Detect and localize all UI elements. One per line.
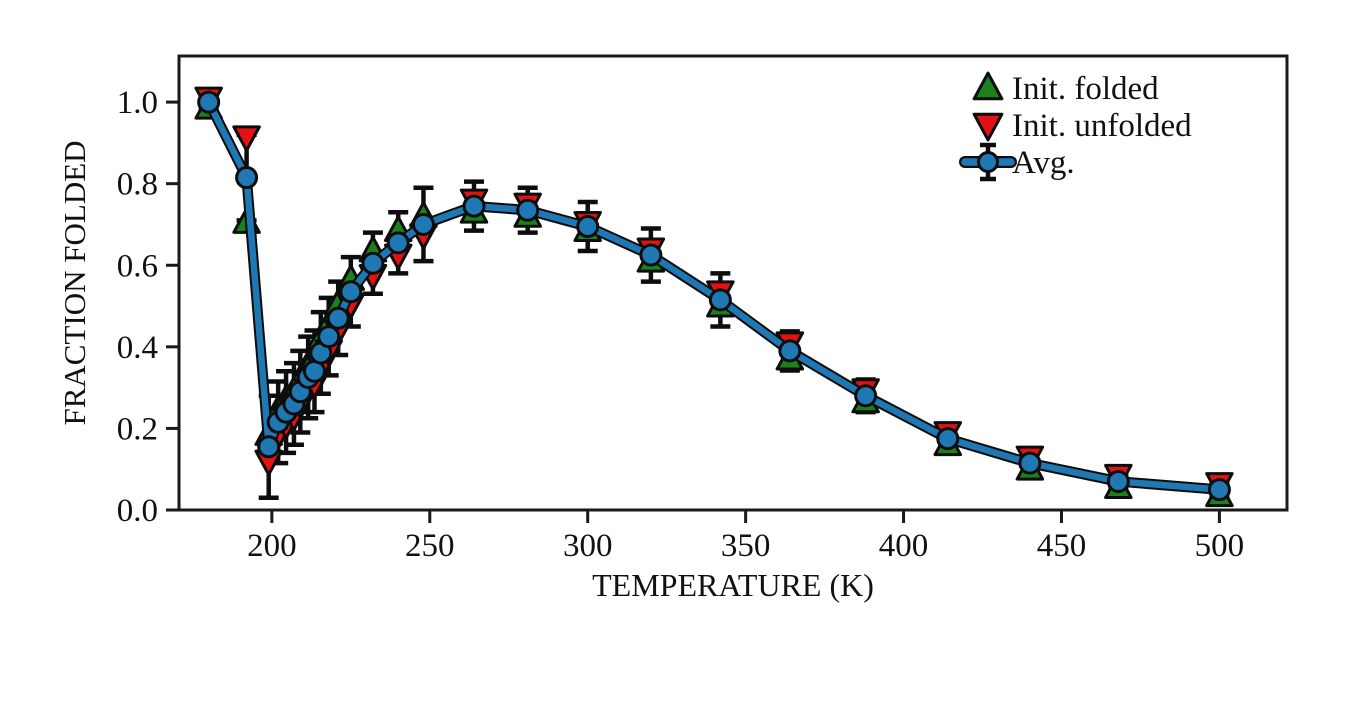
x-tick-label: 250 [405,528,455,564]
x-axis: 200 250 300 350 400 450 500 TEMPERATURE (K) [247,510,1244,603]
series-avg-markers [197,90,1231,502]
x-axis-title: TEMPERATURE (K) [592,567,874,603]
legend-item-init-unfolded: Init. unfolded [972,108,1192,144]
avg-point-marker [516,198,540,222]
y-tick-label: 0.4 [117,330,158,366]
avg-point-marker [1207,478,1231,502]
y-axis: 0.0 0.2 0.4 0.6 0.8 1.0 FRACTION FOLDED [57,85,179,529]
avg-point-marker [197,90,221,114]
y-tick-label: 0.8 [117,167,158,203]
avg-point-marker [1018,451,1042,475]
triangle-down-icon [972,112,1004,142]
y-axis-title: FRACTION FOLDED [57,140,92,425]
legend-item-init-folded: Init. folded [972,71,1159,107]
legend-label: Avg. [1012,145,1075,181]
avg-point-marker [778,339,802,363]
avg-point-marker [317,325,341,349]
avg-point-marker [386,231,410,255]
triangle-down-icon [232,125,261,152]
avg-point-marker [462,194,486,218]
y-tick-label: 0.0 [117,493,158,529]
avg-point-marker [576,215,600,239]
x-tick-label: 500 [1195,528,1245,564]
avg-point-marker [708,288,732,312]
x-tick-label: 400 [879,528,929,564]
avg-point-marker [1106,469,1130,493]
avg-point-marker [339,280,363,304]
y-tick-label: 1.0 [117,85,158,121]
avg-legend-marker [977,151,999,173]
legend-item-avg: Avg. [959,142,1075,182]
avg-point-marker [326,306,350,330]
avg-point-marker [257,435,281,459]
avg-point-marker [936,427,960,451]
y-tick-label: 0.2 [117,411,158,447]
plot-border [177,54,1289,512]
x-tick-label: 450 [1037,528,1087,564]
x-tick-label: 200 [247,528,297,564]
avg-point-marker [639,243,663,267]
x-tick-label: 300 [563,528,613,564]
avg-point-marker [854,384,878,408]
legend-label: Init. unfolded [1012,108,1192,144]
y-tick-label: 0.6 [117,248,158,284]
avg-point-marker [235,166,259,190]
triangle-up-icon [972,71,1004,101]
legend-label: Init. folded [1012,71,1159,107]
avg-point-marker [361,251,385,275]
x-tick-label: 350 [721,528,771,564]
avg-point-marker [411,212,435,236]
